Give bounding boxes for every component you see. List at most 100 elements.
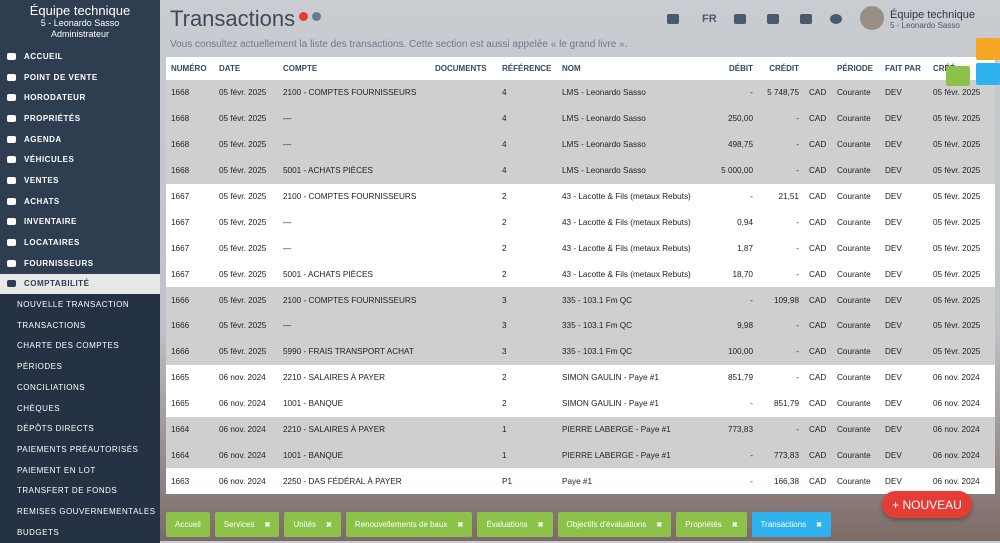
table-cell: 9,98 — [710, 313, 758, 339]
user-name[interactable]: 5 - Leonardo Sasso — [890, 21, 960, 30]
new-button[interactable]: + NOUVEAU — [882, 491, 972, 518]
table-row[interactable]: 1666 05 févr. 2025 2100 - COMPTES FOURNISS… — [166, 287, 995, 314]
submenu-item[interactable]: TRANSACTIONS — [0, 314, 160, 336]
menu-item[interactable]: VÉHICULES — [0, 149, 160, 170]
help-button[interactable] — [946, 66, 970, 86]
table-row[interactable]: 1665 06 nov. 2024 2210 - SALAIRES À PAYER 2… — [166, 364, 995, 391]
column-header[interactable]: CRÉDIT — [758, 57, 804, 80]
menu-item[interactable]: COMPTABILITÉ — [0, 273, 160, 295]
table-cell — [430, 209, 497, 236]
tab[interactable]: Objectifs d'évaluations ✖ — [557, 512, 672, 537]
language[interactable]: FR — [702, 13, 717, 25]
tab-close[interactable]: ✖ — [816, 521, 822, 529]
table-cell: 4 — [497, 105, 557, 132]
table-row[interactable]: 1663 06 nov. 2024 2250 - DAS FÉDÉRAL À PAY… — [166, 468, 995, 495]
table-row[interactable]: 1664 06 nov. 2024 1001 - BANQUE 1 PIERRE LAB… — [166, 442, 995, 469]
submenu-item[interactable]: BUDGETS — [0, 521, 160, 543]
tab[interactable]: Évaluations ✖ — [477, 512, 553, 537]
tab[interactable]: Unités ✖ — [284, 512, 341, 537]
table-row[interactable]: 1668 05 févr. 2025 5001 - ACHATS PIÈCES 4 LM… — [166, 157, 995, 184]
submenu-item[interactable]: CHÈQUES — [0, 397, 160, 419]
table-cell: P1 — [497, 468, 557, 495]
tab[interactable]: Propriétés ✖ — [676, 512, 747, 537]
tab-label: Évaluations — [486, 520, 528, 529]
table-row[interactable]: 1666 05 févr. 2025—3 335 - 103.1 Fm QC 9,98… — [166, 313, 995, 339]
column-header[interactable]: DOCUMENTS — [430, 57, 497, 80]
menu-item[interactable]: AGENDA — [0, 129, 160, 150]
table-row[interactable]: 1666 05 févr. 2025 5990 - FRAIS TRANSPORT … — [166, 338, 995, 365]
table-row[interactable]: 1667 05 févr. 2025 5001 - ACHATS PIÈCES 2 43… — [166, 261, 995, 288]
table-row[interactable]: 1668 05 févr. 2025—4 LMS - Leonardo Sasso 4… — [166, 131, 995, 158]
table-row[interactable]: 1665 06 nov. 2024 1001 - BANQUE 2 SIMON GAUL… — [166, 390, 995, 417]
column-header[interactable]: FAIT PAR — [880, 57, 928, 80]
table-row[interactable]: 1664 06 nov. 2024 2210 - SALAIRES À PAYER 1… — [166, 416, 995, 443]
menu-item[interactable]: FOURNISSEURS — [0, 253, 160, 274]
submenu-item[interactable]: DÉPÔTS DIRECTS — [0, 418, 160, 440]
table-cell: 100,00 — [710, 338, 758, 365]
submenu-item[interactable]: CONCILIATIONS — [0, 377, 160, 398]
column-header[interactable]: COMPTE — [278, 57, 430, 80]
table-cell: PIERRE LABERGE - Paye #1 — [557, 416, 710, 443]
settings-icon[interactable] — [830, 14, 842, 24]
school-icon[interactable] — [667, 14, 679, 24]
table-cell: CAD — [804, 157, 832, 184]
table-cell: 1668 — [166, 131, 214, 158]
tab-close[interactable]: ✖ — [326, 521, 332, 529]
column-header[interactable]: PÉRIODE — [832, 57, 880, 80]
table-cell: 1 — [497, 442, 557, 469]
table-cell: Courante — [832, 364, 880, 391]
user-company[interactable]: Équipe technique — [890, 9, 976, 21]
column-header[interactable]: NOM — [557, 57, 710, 80]
menu-item[interactable]: POINT DE VENTE — [0, 67, 160, 88]
submenu-item[interactable]: PAIEMENT EN LOT — [0, 459, 160, 481]
table-row[interactable]: 1667 05 févr. 2025 2100 - COMPTES FOURNISS… — [166, 183, 995, 210]
menu-item[interactable]: PROPRIÉTÉS — [0, 108, 160, 129]
table-row[interactable]: 1668 05 févr. 2025—4 LMS - Leonardo Sasso 2… — [166, 105, 995, 132]
table-cell: 2100 - COMPTES FOURNISSEURS — [278, 287, 430, 314]
tab-close[interactable]: ✖ — [457, 521, 464, 529]
tab-close[interactable]: ✖ — [656, 521, 663, 529]
submenu-item[interactable]: REMISES GOUVERNEMENTALES — [0, 501, 160, 522]
table-cell: 1001 - BANQUE — [278, 442, 430, 469]
menu-item[interactable]: INVENTAIRE — [0, 212, 160, 233]
submenu-item[interactable]: CHARTE DES COMPTES — [0, 335, 160, 357]
submenu-item[interactable]: NOUVELLE TRANSACTION — [0, 294, 160, 315]
table-cell — [430, 313, 497, 339]
tab-close[interactable]: ✖ — [731, 521, 738, 529]
menu-item[interactable]: VENTES — [0, 170, 160, 191]
tab[interactable]: Accueil — [166, 512, 210, 537]
table-cell: 1665 — [166, 364, 214, 391]
tab[interactable]: Services ✖ — [214, 512, 280, 537]
menu-item[interactable]: ACCUEIL — [0, 46, 160, 67]
table-cell: Courante — [832, 468, 880, 495]
submenu-item[interactable]: TRANSFERT DE FONDS — [0, 480, 160, 502]
table-cell: - — [758, 416, 804, 443]
menu-item[interactable]: HORODATEUR — [0, 87, 160, 108]
tab-close[interactable]: ✖ — [537, 521, 544, 529]
tab[interactable]: Renouvellements de baux ✖ — [345, 512, 473, 537]
column-header[interactable]: RÉFÉRENCE — [497, 57, 557, 80]
menu-item[interactable]: LOCATAIRES — [0, 232, 160, 253]
filter-button[interactable] — [976, 63, 1000, 85]
table-row[interactable]: 1668 05 févr. 2025 2100 - COMPTES FOURNISS… — [166, 80, 995, 106]
tab[interactable]: Transactions ✖ — [751, 512, 831, 537]
chat-icon[interactable] — [734, 14, 746, 24]
settings-icon[interactable] — [312, 12, 321, 21]
column-header[interactable]: NUMÉRO — [166, 57, 214, 80]
add-icon[interactable] — [299, 12, 308, 21]
download-icon[interactable] — [800, 14, 812, 24]
menu-item[interactable]: ACHATS — [0, 191, 160, 212]
bell-icon[interactable] — [767, 14, 779, 24]
search-button[interactable] — [976, 38, 1000, 60]
table-cell: DEV — [880, 105, 928, 132]
column-header[interactable]: DÉBIT — [710, 57, 758, 80]
submenu-item[interactable]: PAIEMENTS PRÉAUTORISÉS — [0, 439, 160, 460]
table-cell: 1667 — [166, 235, 214, 262]
table-row[interactable]: 1667 05 févr. 2025—2 43 - Lacotte & Fils (… — [166, 235, 995, 262]
table-cell: 05 févr. 2025 — [214, 338, 278, 365]
tab-close[interactable]: ✖ — [264, 521, 271, 529]
avatar[interactable] — [860, 6, 884, 30]
table-row[interactable]: 1667 05 févr. 2025—2 43 - Lacotte & Fils (… — [166, 209, 995, 236]
submenu-item[interactable]: PÉRIODES — [0, 356, 160, 377]
column-header[interactable]: DATE — [214, 57, 278, 80]
